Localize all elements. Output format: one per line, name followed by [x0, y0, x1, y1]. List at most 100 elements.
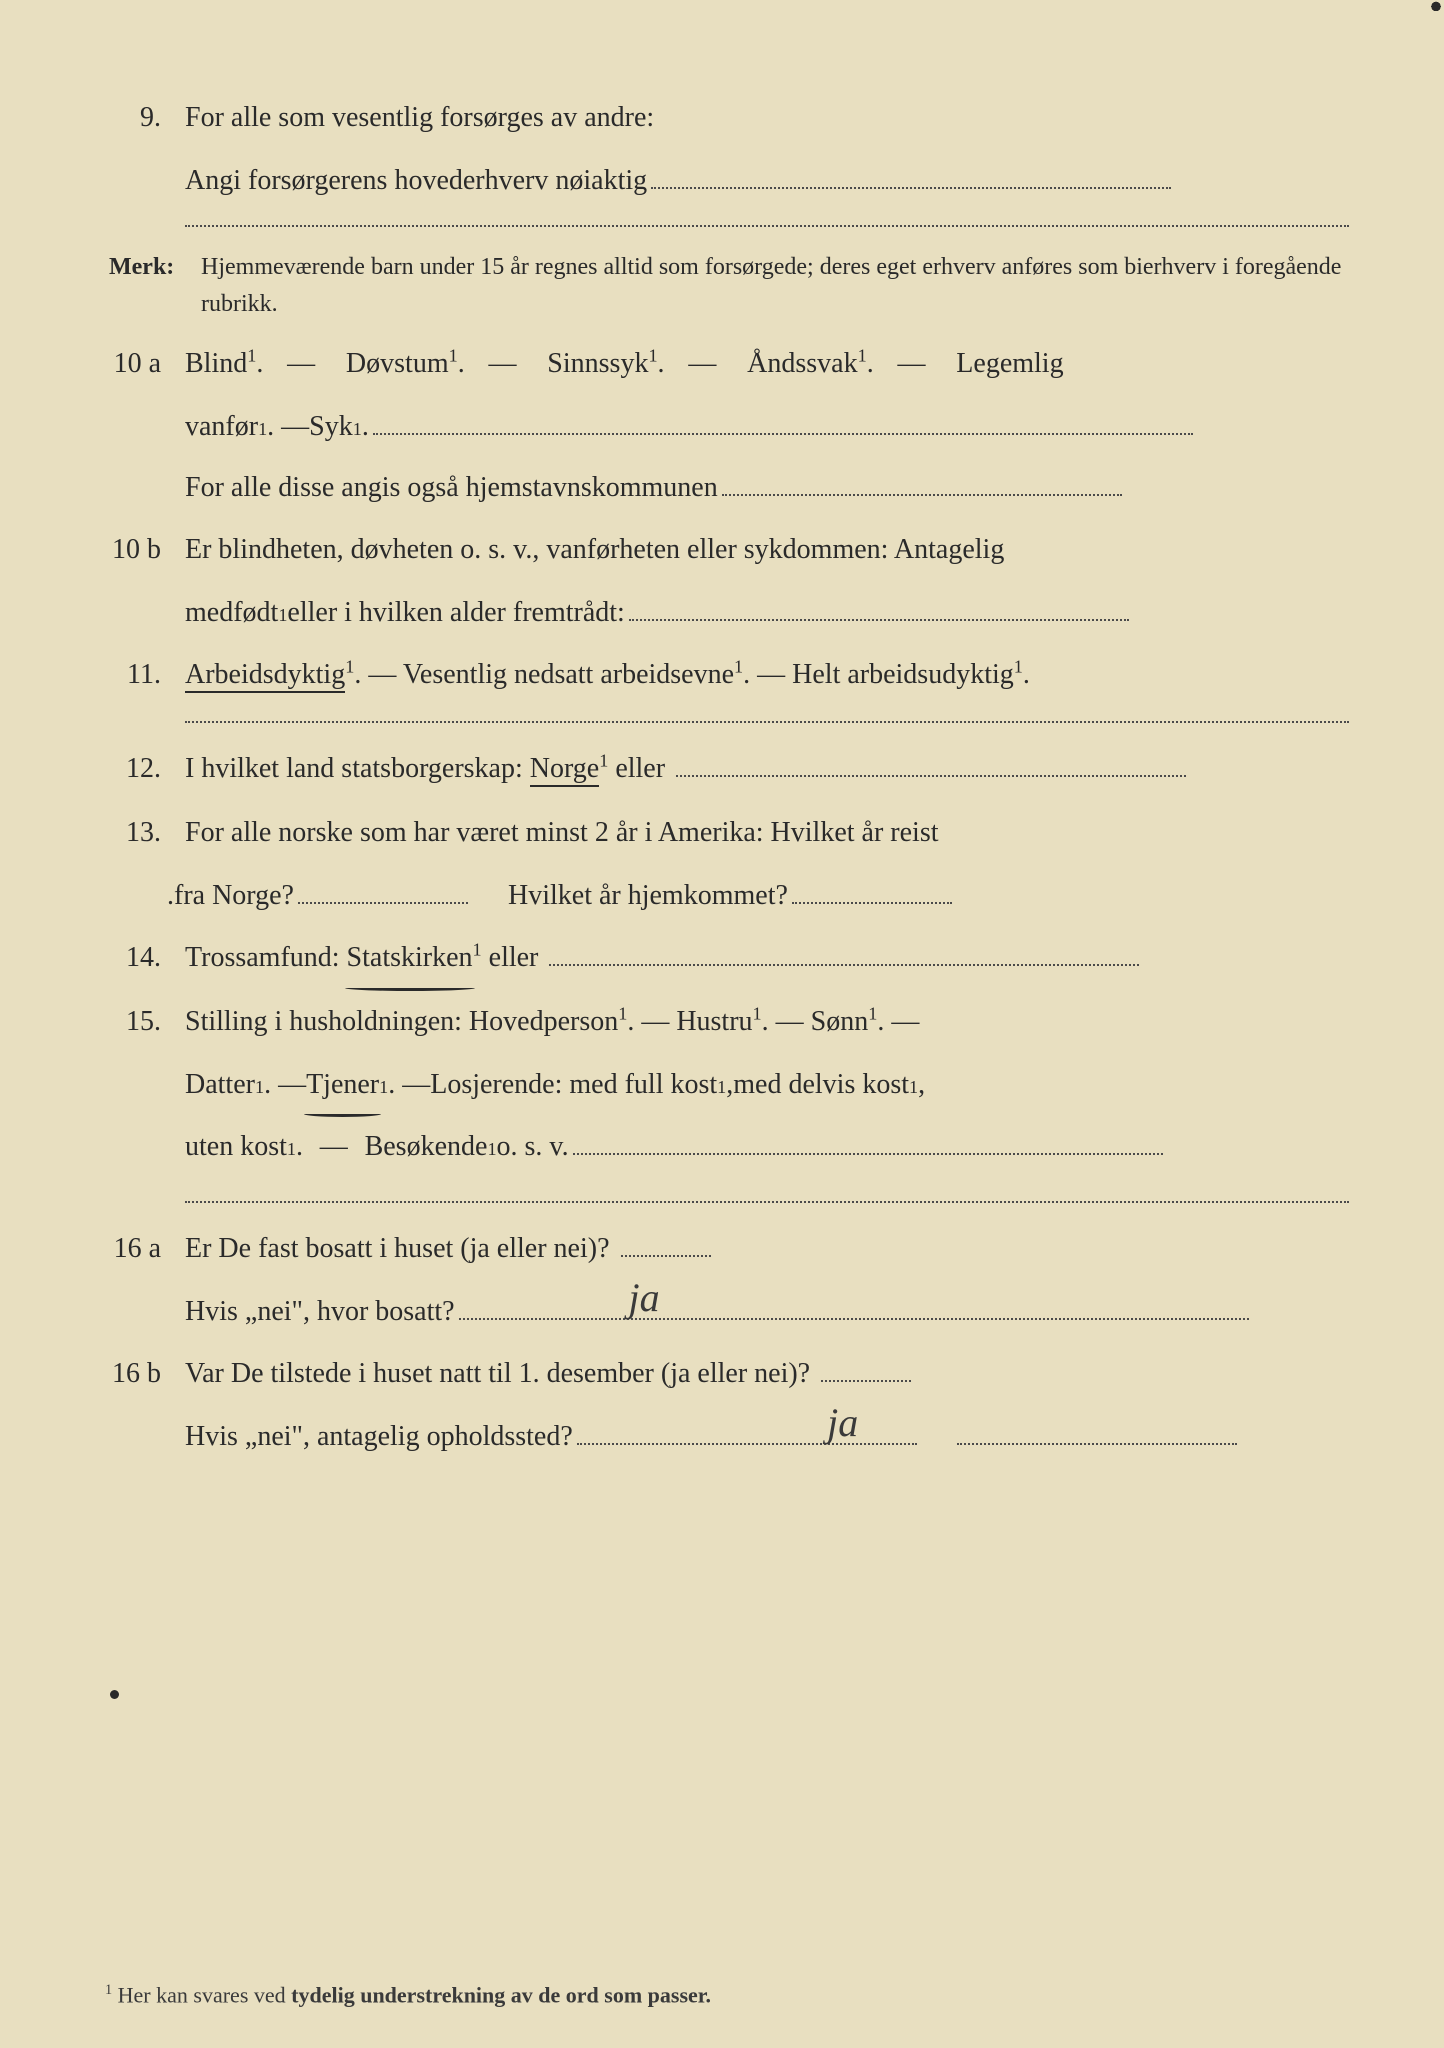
q14-after: eller: [489, 942, 539, 973]
q16b-line2: Hvis „nei", antagelig opholdssted?: [105, 1410, 1349, 1463]
q9-text1: For alle som vesentlig forsørges av andr…: [185, 90, 1349, 146]
q15-t: Stilling i husholdningen:: [185, 1006, 469, 1037]
q10a-fill2: [722, 494, 1122, 496]
merk-text: Hjemmeværende barn under 15 år regnes al…: [201, 249, 1349, 323]
q10a-o1: Blind: [185, 348, 247, 379]
footnote: 1 Her kan svares ved tydelig understrekn…: [105, 1982, 711, 2008]
q9-extra-line: [185, 225, 1349, 227]
q15-o2: Hustru: [676, 1006, 752, 1037]
q16a-text: Er De fast bosatt i huset (ja eller nei)…: [185, 1221, 1349, 1277]
q10a-o4: Åndssvak: [747, 348, 857, 379]
q16a-ansfield[interactable]: ja: [621, 1255, 711, 1257]
q11-o1: Arbeidsdyktig: [185, 659, 345, 693]
q9-num: 9.: [105, 91, 185, 144]
q9-text2: Angi forsørgerens hovederhverv nøiaktig: [185, 154, 647, 207]
q16a-line1: 16 a Er De fast bosatt i huset (ja eller…: [105, 1221, 1349, 1277]
footnote-bold: tydelig understrekning av de ord som pas…: [291, 1982, 711, 2007]
q12-t: I hvilket land statsborgerskap:: [185, 753, 530, 784]
q13-fill1: [298, 902, 468, 904]
q12: 12. I hvilket land statsborgerskap: Norg…: [105, 741, 1349, 797]
q16b-q: Var De tilstede i huset natt til 1. dese…: [185, 1358, 810, 1389]
q10a-o2: Døvstum: [346, 348, 449, 379]
q15-o4: Datter: [185, 1058, 255, 1111]
q10a-text3: For alle disse angis også hjemstavnskomm…: [185, 461, 718, 514]
q10a-line1: 10 a Blind1. — Døvstum1. — Sinnssyk1. — …: [105, 336, 1349, 392]
q15-fill: [573, 1153, 1163, 1155]
q10a-o5: Legemlig: [956, 348, 1063, 379]
q14-num: 14.: [105, 931, 185, 984]
q10a-opts: Blind1. — Døvstum1. — Sinnssyk1. — Åndss…: [185, 336, 1349, 392]
q10b-text1: Er blindheten, døvheten o. s. v., vanfør…: [185, 522, 1349, 578]
q10b-line2: medfødt1 eller i hvilken alder fremtrådt…: [105, 586, 1349, 639]
sep-15-16: [185, 1201, 1349, 1203]
q15-o5: Tjener: [306, 1058, 379, 1111]
q11-num: 11.: [105, 648, 185, 701]
q10a-line3: For alle disse angis også hjemstavnskomm…: [105, 461, 1349, 514]
q10b-num: 10 b: [105, 523, 185, 576]
q15-los2: med delvis kost: [733, 1058, 909, 1111]
q10b-t2b: eller i hvilken alder fremtrådt:: [287, 586, 624, 639]
q10a-num: 10 a: [105, 337, 185, 390]
q12-num: 12.: [105, 742, 185, 795]
q10a-o7: Syk: [309, 400, 353, 453]
q16a-ans: ja: [629, 1258, 660, 1259]
q10a-o6: vanfør: [185, 400, 258, 453]
q13-line2: . fra Norge? Hvilket år hjemkommet?: [105, 869, 1349, 922]
q15-line3: uten kost1. — Besøkende1 o. s. v.: [105, 1120, 1349, 1173]
q15-los3: uten kost: [185, 1120, 287, 1173]
q11: 11. Arbeidsdyktig1. — Vesentlig nedsatt …: [105, 647, 1349, 703]
q16b-fill2b[interactable]: [957, 1443, 1237, 1445]
q9-line2: Angi forsørgerens hovederhverv nøiaktig: [105, 154, 1349, 207]
q14-fill: [549, 964, 1139, 966]
q13-t2b: Hvilket år hjemkommet?: [508, 869, 788, 922]
sep-11-12: [185, 721, 1349, 723]
q10b-t2a: medfødt: [185, 586, 278, 639]
q9-fill: [651, 187, 1171, 189]
q15-los: Losjerende: med full kost: [430, 1058, 717, 1111]
q12-text: I hvilket land statsborgerskap: Norge1 e…: [185, 741, 1349, 797]
q15-num: 15.: [105, 995, 185, 1048]
footnote-sup: 1: [105, 1982, 112, 1998]
q11-o3: Helt arbeidsudyktig: [792, 659, 1014, 690]
q13-line1: 13. For alle norske som har været minst …: [105, 805, 1349, 861]
q15-o1: Hovedperson: [469, 1006, 618, 1037]
q16b-num: 16 b: [105, 1347, 185, 1400]
q16b-ansfield[interactable]: ja: [821, 1380, 911, 1382]
merk-label: Merk:: [105, 249, 201, 286]
q11-text: Arbeidsdyktig1. — Vesentlig nedsatt arbe…: [185, 647, 1349, 703]
q10a-fill: [373, 433, 1193, 435]
q16a-fill2[interactable]: [459, 1318, 1249, 1320]
q15-bes: Besøkende: [365, 1120, 488, 1173]
q12-after: eller: [615, 753, 665, 784]
q16b-q2: Hvis „nei", antagelig opholdssted?: [185, 1410, 573, 1463]
q16a-line2: Hvis „nei", hvor bosatt?: [105, 1285, 1349, 1338]
q14-opt: Statskirken: [347, 930, 473, 986]
speck-icon: [110, 1690, 119, 1699]
q10a-o3: Sinnssyk: [547, 348, 648, 379]
q15-line2: Datter1. — Tjener1. — Losjerende: med fu…: [105, 1058, 1349, 1111]
q15-line1: 15. Stilling i husholdningen: Hovedperso…: [105, 994, 1349, 1050]
q16b-text: Var De tilstede i huset natt til 1. dese…: [185, 1346, 1349, 1402]
footnote-text: Her kan svares ved: [118, 1982, 292, 2007]
q15-o3: Sønn: [811, 1006, 869, 1037]
q13-text1: For alle norske som har været minst 2 år…: [185, 805, 1349, 861]
q14-t: Trossamfund:: [185, 942, 347, 973]
q12-fill: [676, 775, 1186, 777]
q10b-fill: [629, 619, 1129, 621]
q16a-num: 16 a: [105, 1222, 185, 1275]
q13-fill2: [792, 902, 952, 904]
q11-o2: Vesentlig nedsatt arbeidsevne: [403, 659, 734, 690]
q13-num: 13.: [105, 806, 185, 859]
q15-osv: o. s. v.: [497, 1120, 569, 1173]
q16b-ans: ja: [827, 1383, 858, 1384]
q12-opt: Norge: [530, 753, 599, 787]
q16a-q: Er De fast bosatt i huset (ja eller nei)…: [185, 1233, 610, 1264]
q14: 14. Trossamfund: Statskirken1 eller: [105, 930, 1349, 986]
q10a-line2: vanfør1. — Syk1.: [105, 400, 1349, 453]
q15-text: Stilling i husholdningen: Hovedperson1. …: [185, 994, 1349, 1050]
q14-text: Trossamfund: Statskirken1 eller: [185, 930, 1349, 986]
q9-line1: 9. For alle som vesentlig forsørges av a…: [105, 90, 1349, 146]
q13-t2a: fra Norge?: [174, 869, 294, 922]
q16b-line1: 16 b Var De tilstede i huset natt til 1.…: [105, 1346, 1349, 1402]
q16b-fill2a[interactable]: [577, 1443, 917, 1445]
